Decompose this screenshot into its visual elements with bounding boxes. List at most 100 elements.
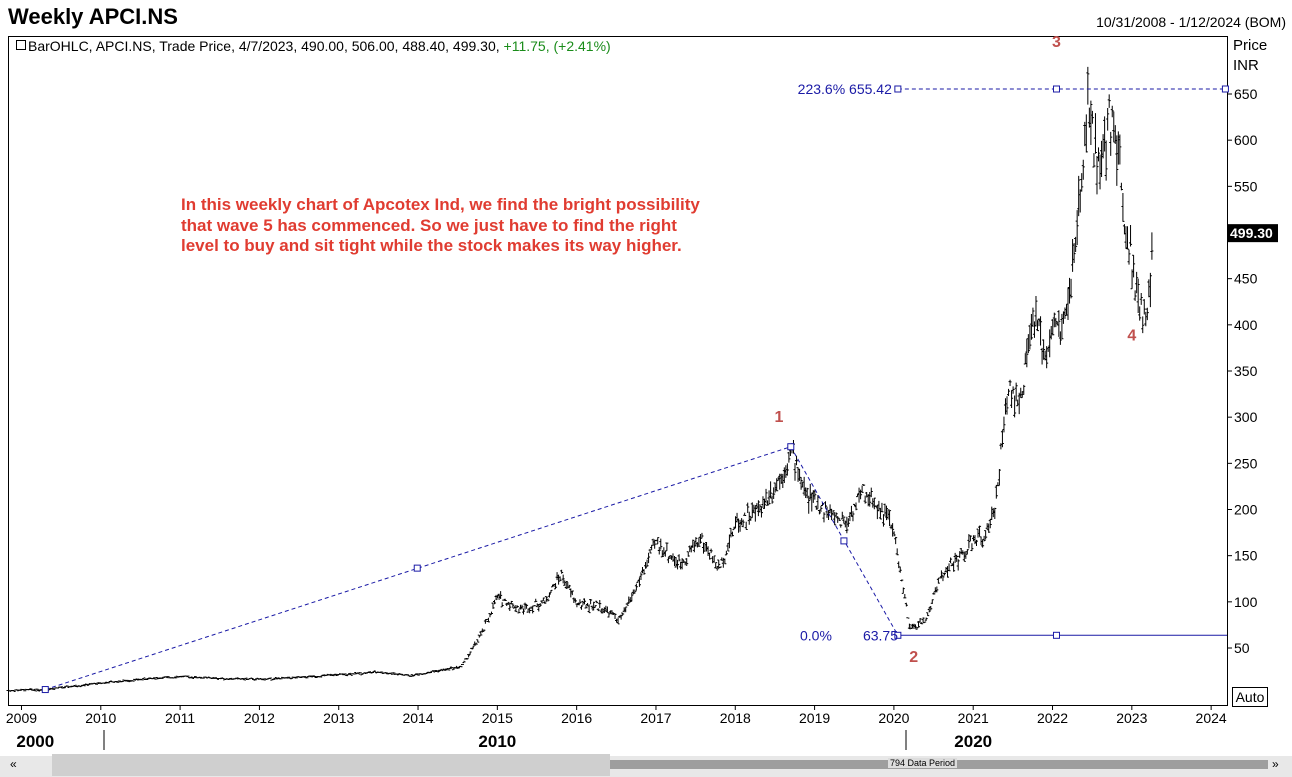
scroll-right-button[interactable]: » — [1272, 757, 1279, 771]
fib-handle — [894, 85, 902, 93]
ohlc-bar — [924, 617, 928, 621]
ohlc-bar — [328, 674, 332, 676]
ohlc-bar — [560, 569, 564, 574]
ohlc-bar — [644, 562, 648, 569]
ohlc-bar — [583, 598, 587, 605]
ohlc-bar — [1133, 290, 1137, 301]
wave-label: 2 — [909, 649, 918, 666]
ohlc-bar — [258, 678, 262, 680]
ohlc-bar — [759, 505, 763, 518]
ohlc-bar — [451, 668, 455, 671]
ohlc-bar — [432, 670, 436, 672]
ohlc-bar — [392, 672, 396, 674]
ohlc-bar — [1008, 379, 1012, 386]
ohlc-bar — [1036, 320, 1040, 332]
ohlc-bar — [732, 526, 736, 531]
ohlc-bar — [467, 654, 471, 658]
x-tick-label: 2019 — [799, 710, 830, 726]
ohlc-bar — [517, 608, 521, 614]
ohlc-bar — [1007, 388, 1011, 396]
ohlc-bar — [413, 674, 417, 676]
ohlc-bar — [319, 676, 323, 678]
ohlc-bar — [499, 591, 503, 600]
fib-handle — [41, 686, 49, 694]
ohlc-bar — [482, 629, 486, 632]
decade-label: 2000 — [16, 732, 54, 751]
ohlc-bar — [642, 569, 646, 575]
ohlc-bar — [942, 572, 946, 576]
ohlc-bar — [1081, 159, 1085, 180]
x-tick-label: 2021 — [958, 710, 989, 726]
ohlc-bar — [59, 686, 63, 688]
ohlc-bar — [624, 606, 628, 613]
ohlc-bar — [747, 511, 751, 525]
ohlc-bar — [303, 676, 307, 678]
ohlc-bar — [174, 676, 178, 679]
fib-level-base-pct: 0.0% — [800, 627, 832, 643]
ohlc-bar — [578, 599, 582, 605]
fib-level-base-value: 63.75 — [863, 627, 898, 643]
ohlc-bar — [872, 497, 876, 510]
ohlc-bar — [543, 600, 547, 604]
ohlc-bar — [461, 663, 465, 666]
ohlc-bar — [104, 681, 108, 684]
ohlc-bar — [1077, 175, 1081, 217]
ohlc-bar — [1045, 346, 1049, 369]
ohlc-bar — [348, 672, 352, 675]
ohlc-bar — [592, 601, 596, 611]
legend-change: +11.75, (+2.41%) — [503, 38, 611, 54]
ohlc-bar — [660, 550, 664, 558]
auto-scale-button[interactable]: Auto — [1232, 687, 1268, 707]
ohlc-bar — [833, 512, 837, 526]
ohlc-bar — [561, 574, 565, 584]
ohlc-bar — [587, 604, 591, 614]
ohlc-bar — [514, 605, 518, 613]
scrollbar-thumb[interactable] — [52, 754, 610, 776]
ohlc-bar — [1118, 134, 1122, 165]
x-tick-label: 2012 — [244, 710, 275, 726]
ohlc-bar — [982, 535, 986, 542]
ohlc-bar — [824, 501, 828, 509]
y-tick-label: 550 — [1234, 178, 1258, 194]
ohlc-bar — [952, 561, 956, 572]
ohlc-bar — [470, 647, 474, 650]
ohlc-bar — [650, 544, 654, 551]
fib-handle — [1052, 85, 1060, 93]
scroll-left-button[interactable]: « — [10, 757, 17, 771]
ohlc-bar — [967, 534, 971, 549]
ohlc-bar — [1138, 306, 1142, 321]
ohlc-bar — [994, 484, 998, 499]
ohlc-bar — [880, 502, 884, 513]
ohlc-bar — [227, 678, 231, 681]
ohlc-bar — [767, 490, 771, 505]
ohlc-bar — [1052, 312, 1056, 328]
ohlc-bar — [845, 516, 849, 534]
ohlc-bar — [1142, 299, 1146, 315]
ohlc-bar — [1042, 339, 1046, 360]
y-tick-label: 150 — [1234, 548, 1258, 564]
ohlc-bar — [570, 590, 574, 596]
ohlc-bar — [65, 685, 69, 687]
ohlc-bar — [1074, 236, 1078, 252]
ohlc-bar — [772, 487, 776, 499]
ohlc-bar — [659, 538, 663, 550]
ohlc-bar — [1109, 131, 1113, 156]
ohlc-bar — [494, 594, 498, 601]
ohlc-bar — [822, 512, 826, 523]
ohlc-bar — [486, 617, 490, 623]
ohlc-bar — [793, 463, 797, 481]
ohlc-bar — [637, 577, 641, 587]
y-tick-label: 400 — [1234, 317, 1258, 333]
ohlc-bar — [471, 645, 475, 649]
ohlc-bar — [834, 512, 838, 518]
ohlc-bar — [860, 485, 864, 493]
legend-checkbox[interactable] — [16, 40, 26, 50]
ohlc-bar — [921, 617, 925, 623]
ohlc-bar — [62, 686, 66, 689]
ohlc-bar — [1014, 382, 1018, 402]
ohlc-bar — [1028, 325, 1032, 350]
wave-label: 3 — [1052, 34, 1061, 51]
ohlc-bar — [380, 671, 384, 673]
ohlc-bar — [342, 673, 346, 676]
ohlc-bar — [1034, 296, 1038, 327]
